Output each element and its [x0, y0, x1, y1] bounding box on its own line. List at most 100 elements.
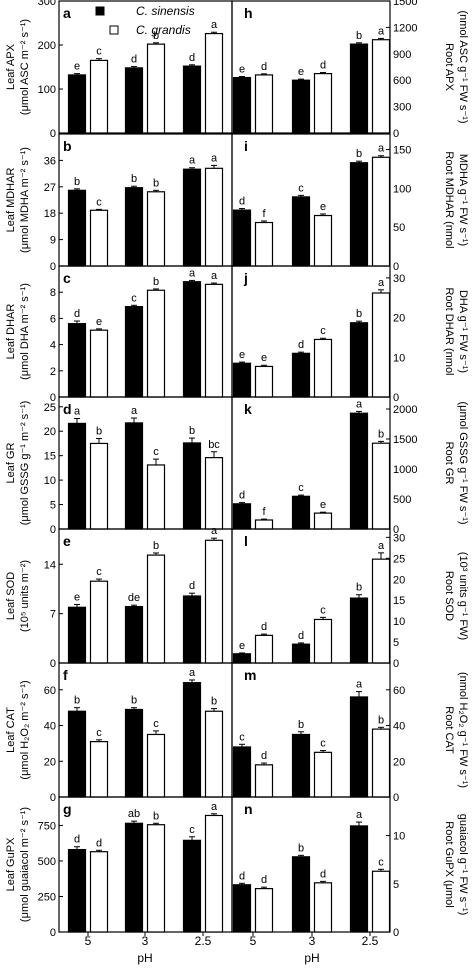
y-axis-label-e: (10⁵ units m⁻²): [19, 560, 31, 632]
significance-letter-g: c: [189, 824, 195, 836]
bar-m: [313, 751, 333, 798]
bar-f: [67, 710, 87, 798]
y-tick-label-j: 30: [393, 273, 405, 285]
bar-m: [254, 764, 274, 798]
bar-e: [89, 580, 109, 664]
panel-letter-b: b: [63, 138, 72, 154]
significance-letter-g: d: [74, 834, 80, 846]
bar-n: [254, 888, 274, 933]
bar-i: [232, 209, 252, 267]
panel-letter-k: k: [244, 401, 252, 417]
significance-letter-g: d: [96, 837, 102, 849]
significance-letter-h: e: [239, 64, 245, 76]
significance-letter-l: b: [356, 582, 362, 594]
y-tick-label-a: 300: [38, 0, 56, 8]
y-tick-label-g: 250: [38, 891, 56, 903]
y-tick-label-m: 40: [393, 721, 405, 733]
bar-a: [124, 67, 144, 134]
y-tick-label-c: 2: [50, 366, 56, 378]
y-tick-label-l: 20: [393, 574, 405, 586]
y-tick-label-h: 600: [393, 75, 411, 87]
x-axis-title-left: pH: [137, 951, 152, 965]
y-tick-label-i: 50: [393, 222, 405, 234]
bar-h: [232, 76, 252, 134]
y-axis-label-n: Root GuPX (μmol: [443, 821, 455, 907]
y-tick-label-l: 25: [393, 553, 405, 565]
bar-a: [182, 65, 202, 134]
significance-letter-j: a: [378, 277, 385, 289]
x-tick-right-5: 5: [250, 934, 257, 948]
bar-c: [67, 323, 87, 398]
bar-d: [89, 442, 109, 530]
panel-l: l 0 5 10 15 20 25 30 Root SOD (10³ units g⁻¹ FW) e…: [231, 528, 469, 670]
panel-frame-n: [231, 796, 391, 933]
y-tick-label-l: 5: [393, 637, 399, 649]
y-tick-label-d: 5: [50, 500, 56, 512]
x-tick-left-3: 3: [142, 934, 149, 948]
significance-letter-d: a: [131, 405, 138, 417]
significance-letter-l: c: [320, 604, 326, 616]
y-axis-label-m: (nmol H₂O₂ g⁻¹ FW s⁻¹): [457, 672, 469, 788]
significance-letter-f: c: [153, 718, 159, 730]
bar-e: [204, 539, 224, 664]
panel-g: g 0 250 500 750 Leaf GuPX (μmol guaiacol m⁻² s…: [5, 796, 233, 939]
significance-letter-i: b: [356, 148, 362, 160]
significance-letter-l: a: [378, 540, 385, 552]
bar-l: [291, 643, 311, 664]
bar-i: [291, 196, 311, 267]
y-tick-label-i: 150: [393, 145, 411, 157]
bar-m: [291, 733, 311, 798]
bar-h: [313, 72, 333, 134]
significance-letter-m: c: [320, 738, 326, 750]
bar-c: [182, 281, 202, 398]
y-tick-label-b: 18: [44, 208, 56, 220]
bar-f: [182, 682, 202, 798]
bar-e: [182, 595, 202, 664]
panel-letter-c: c: [63, 270, 71, 286]
y-tick-label-n: 5: [393, 879, 399, 891]
y-tick-label-k: 1500: [393, 434, 417, 446]
y-axis-label-f: Leaf CAT: [5, 707, 17, 753]
bar-i: [254, 221, 274, 267]
bar-k: [313, 512, 333, 530]
y-axis-label-c: (μmol DHA m⁻² s⁻¹): [19, 283, 31, 380]
y-tick-label-m: 20: [393, 756, 405, 768]
y-tick-label-h: 900: [393, 49, 411, 61]
bar-b: [204, 167, 224, 267]
panel-letter-h: h: [244, 5, 253, 21]
significance-letter-i: c: [298, 182, 304, 194]
y-axis-label-g: (μmol guaiacol m⁻² s⁻¹): [19, 807, 31, 922]
y-axis-label-k: Root GR: [443, 442, 455, 485]
y-tick-label-c: 8: [50, 287, 56, 299]
y-axis-label-l: (10³ units g⁻¹ FW): [457, 552, 469, 640]
significance-letter-e: c: [96, 566, 102, 578]
significance-letter-i: a: [378, 143, 385, 155]
significance-letter-m: c: [239, 731, 245, 743]
significance-letter-a: b: [153, 30, 159, 42]
y-tick-label-k: 1000: [393, 464, 417, 476]
panel-letter-e: e: [63, 533, 71, 549]
bar-j: [254, 365, 274, 398]
significance-letter-m: b: [298, 719, 304, 731]
significance-letter-a: d: [189, 52, 195, 64]
significance-letter-c: a: [189, 267, 196, 279]
significance-letter-j: d: [298, 339, 304, 351]
panel-letter-n: n: [244, 801, 253, 817]
significance-letter-c: e: [96, 316, 102, 328]
legend: C. sinensis C. grandis: [95, 4, 195, 37]
y-tick-label-e: 0: [50, 658, 56, 670]
bar-g: [67, 848, 87, 933]
y-axis-label-k: (μmol GSSG g⁻¹ FW s⁻¹): [457, 401, 469, 524]
significance-letter-g: b: [153, 810, 159, 822]
bar-h: [371, 39, 391, 134]
y-tick-label-h: 1500: [393, 0, 417, 8]
bar-g: [124, 822, 144, 933]
bar-n: [349, 825, 369, 933]
bar-m: [371, 728, 391, 798]
significance-letter-b: b: [131, 173, 137, 185]
bar-l: [349, 597, 369, 664]
panel-m: m 0 20 40 60 Root CAT (nmol H₂O₂ g⁻¹ FW s⁻¹) c b…: [231, 662, 469, 804]
bar-m: [232, 746, 252, 798]
bar-f: [204, 710, 224, 798]
y-axis-label-d: (μmol GSSG g⁻¹ m⁻² s⁻¹): [19, 401, 31, 526]
